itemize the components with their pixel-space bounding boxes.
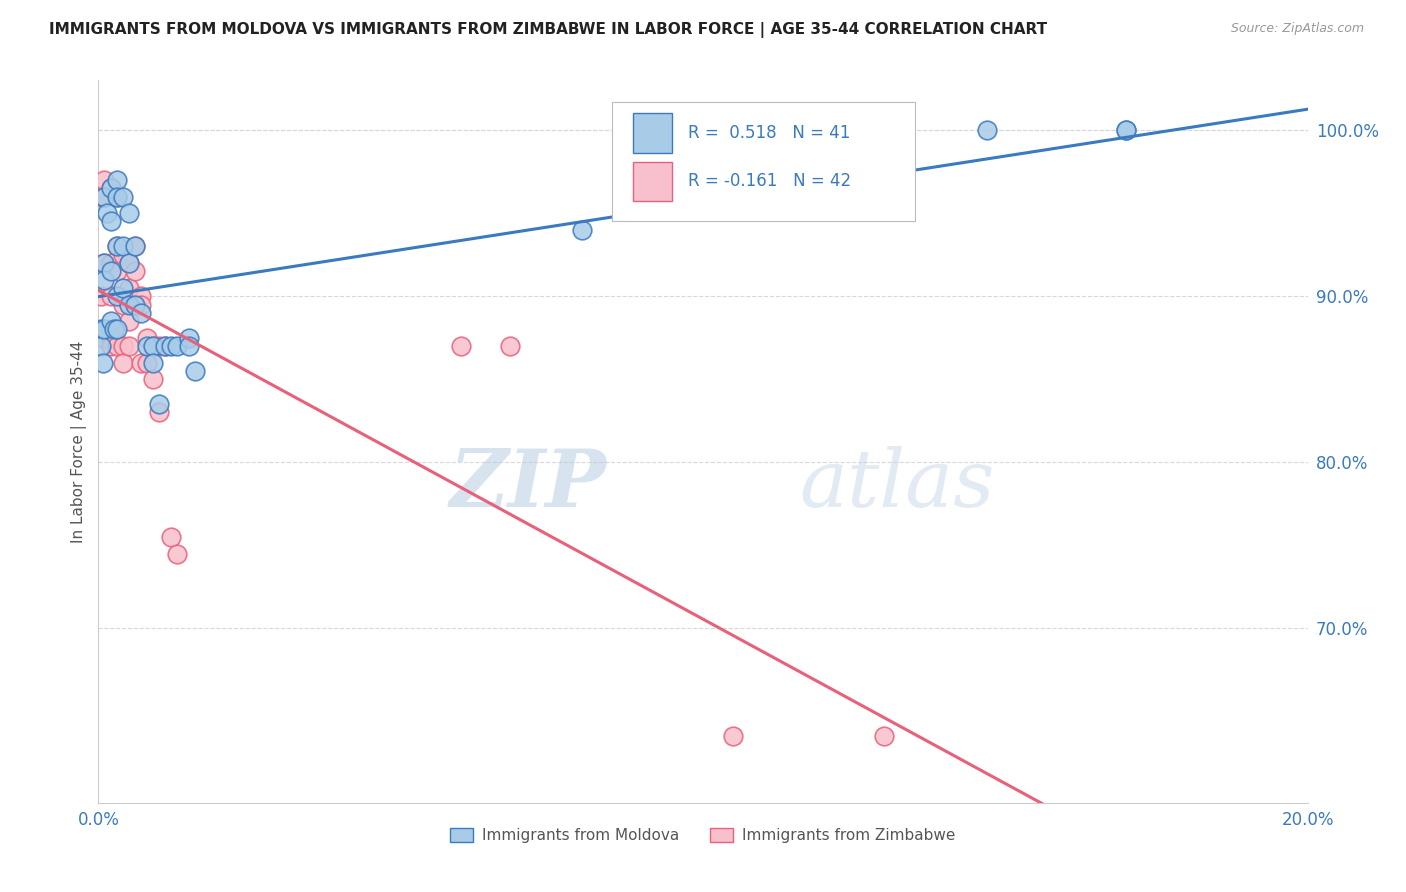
Point — [135, 356, 157, 370]
Y-axis label: In Labor Force | Age 35-44: In Labor Force | Age 35-44 — [72, 341, 87, 542]
Point — [93, 256, 115, 270]
Point — [160, 339, 183, 353]
Point — [100, 256, 122, 270]
Point — [1115, 123, 1137, 137]
Point — [100, 181, 122, 195]
Point — [184, 364, 207, 378]
Point — [148, 339, 170, 353]
Point — [100, 214, 122, 228]
Point — [93, 189, 115, 203]
Text: atlas: atlas — [800, 446, 995, 524]
Point — [142, 339, 165, 353]
Point — [153, 339, 176, 353]
Point — [105, 173, 128, 187]
Point — [148, 405, 170, 419]
Point — [100, 339, 122, 353]
FancyBboxPatch shape — [633, 113, 672, 153]
Point — [91, 356, 114, 370]
Point — [873, 730, 896, 744]
Point — [124, 264, 146, 278]
Point — [105, 289, 128, 303]
Point — [105, 189, 128, 203]
Point — [90, 289, 112, 303]
Point — [111, 189, 134, 203]
Point — [96, 206, 118, 220]
Point — [124, 297, 146, 311]
Point — [1115, 123, 1137, 137]
Point — [124, 239, 146, 253]
Text: R =  0.518   N = 41: R = 0.518 N = 41 — [689, 124, 851, 142]
Point — [976, 123, 998, 137]
Point — [142, 372, 165, 386]
Text: R = -0.161   N = 42: R = -0.161 N = 42 — [689, 172, 852, 190]
Point — [90, 339, 112, 353]
Point — [129, 306, 152, 320]
Point — [179, 339, 201, 353]
Point — [118, 206, 141, 220]
Point — [93, 272, 115, 286]
Point — [118, 314, 141, 328]
Point — [124, 239, 146, 253]
Point — [723, 730, 745, 744]
Point — [160, 530, 183, 544]
FancyBboxPatch shape — [613, 102, 915, 221]
Point — [179, 331, 201, 345]
Point — [105, 264, 128, 278]
Point — [129, 289, 152, 303]
FancyBboxPatch shape — [633, 161, 672, 202]
Point — [166, 339, 188, 353]
Point — [148, 397, 170, 411]
Point — [498, 339, 520, 353]
Text: ZIP: ZIP — [450, 446, 606, 524]
Point — [93, 189, 115, 203]
Point — [100, 181, 122, 195]
Point — [124, 297, 146, 311]
Point — [103, 322, 125, 336]
Point — [153, 339, 176, 353]
Point — [90, 189, 112, 203]
Point — [111, 297, 134, 311]
Point — [100, 331, 122, 345]
Point — [142, 356, 165, 370]
Point — [135, 339, 157, 353]
Point — [105, 339, 128, 353]
Point — [93, 331, 115, 345]
Point — [90, 322, 112, 336]
Point — [111, 281, 134, 295]
Point — [142, 339, 165, 353]
Point — [93, 322, 115, 336]
Point — [93, 173, 115, 187]
Point — [118, 297, 141, 311]
Point — [166, 547, 188, 561]
Point — [100, 289, 122, 303]
Point — [111, 239, 134, 253]
Point — [129, 356, 152, 370]
Point — [100, 264, 122, 278]
Point — [105, 239, 128, 253]
Legend: Immigrants from Moldova, Immigrants from Zimbabwe: Immigrants from Moldova, Immigrants from… — [444, 822, 962, 849]
Point — [571, 223, 593, 237]
Point — [105, 189, 128, 203]
Point — [118, 339, 141, 353]
Point — [111, 248, 134, 262]
Point — [118, 256, 141, 270]
Point — [118, 256, 141, 270]
Point — [93, 256, 115, 270]
Point — [111, 356, 134, 370]
Point — [111, 339, 134, 353]
Point — [100, 314, 122, 328]
Point — [450, 339, 472, 353]
Point — [105, 322, 128, 336]
Point — [118, 281, 141, 295]
Point — [105, 239, 128, 253]
Point — [135, 331, 157, 345]
Text: Source: ZipAtlas.com: Source: ZipAtlas.com — [1230, 22, 1364, 36]
Point — [129, 297, 152, 311]
Text: IMMIGRANTS FROM MOLDOVA VS IMMIGRANTS FROM ZIMBABWE IN LABOR FORCE | AGE 35-44 C: IMMIGRANTS FROM MOLDOVA VS IMMIGRANTS FR… — [49, 22, 1047, 38]
